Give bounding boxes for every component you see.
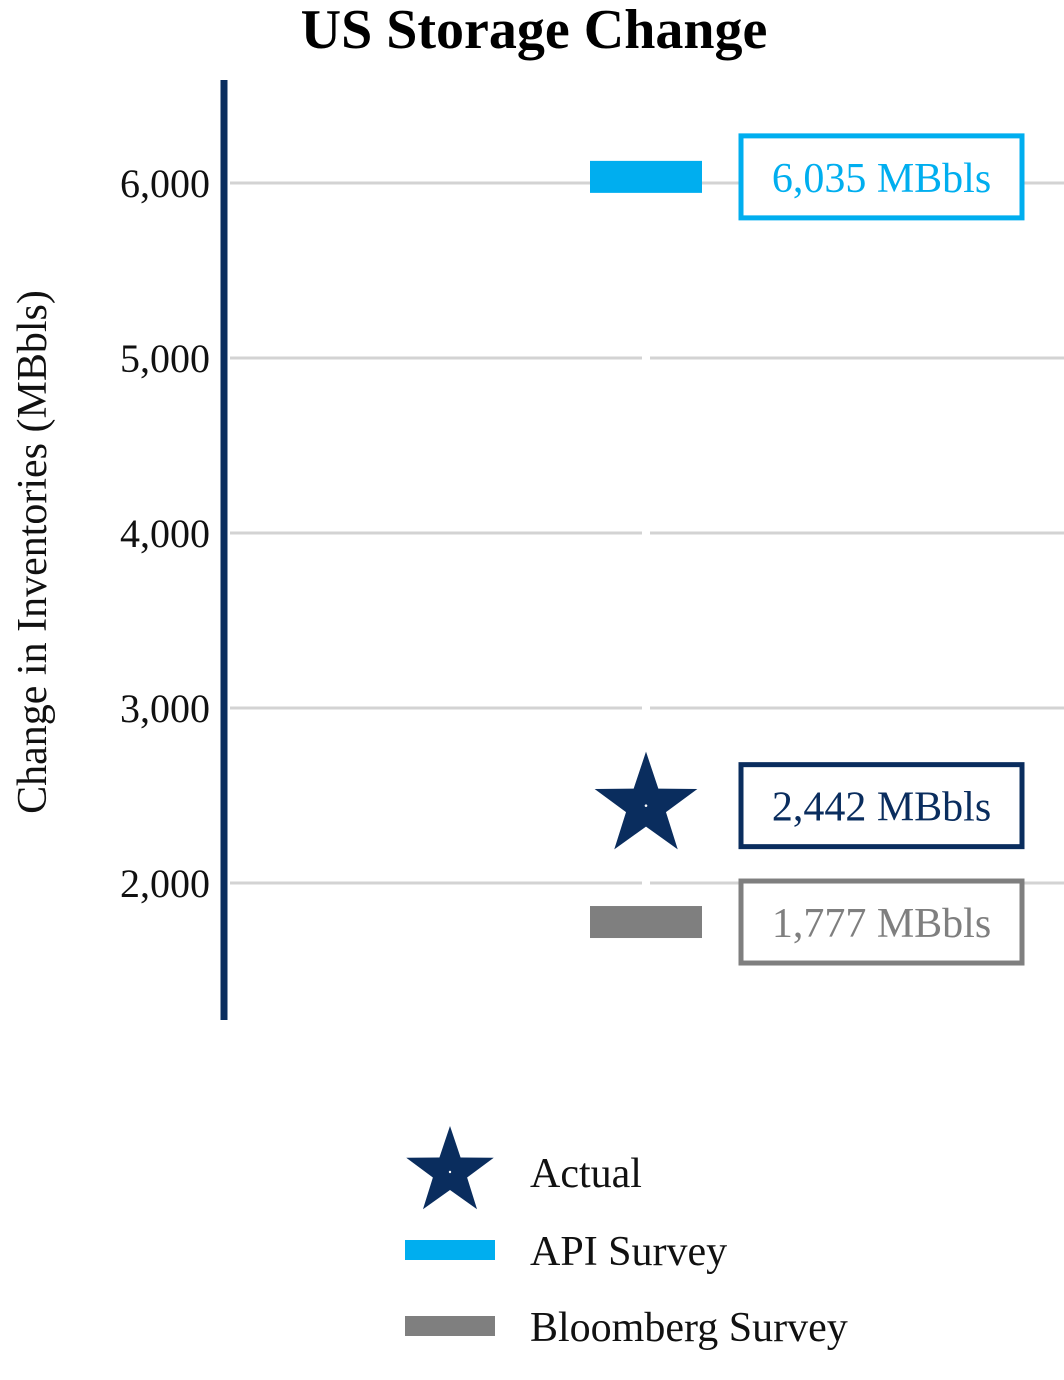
y-axis-label: Change in Inventories (MBbls) [10, 290, 56, 814]
y-tick-labels: 2,000 3,000 4,000 5,000 6,000 [120, 161, 210, 906]
value-callout-label: 2,442 MBbls [772, 785, 991, 831]
y-tick-label: 5,000 [120, 336, 210, 381]
chart-title: US Storage Change [301, 0, 768, 61]
y-tick-label: 2,000 [120, 861, 210, 906]
y-tick-label: 6,000 [120, 161, 210, 206]
survey-bar-mark [590, 906, 702, 939]
value-callout-box [738, 133, 1025, 221]
legend-star-icon [406, 1126, 494, 1210]
value-callouts: 2,442 MBbls 6,035 MBbls 1,777 MBbls [738, 133, 1025, 966]
data-marks [590, 160, 702, 939]
y-tick-label: 3,000 [120, 686, 210, 731]
legend-bar-icon [405, 1316, 495, 1336]
value-callout-label: 6,035 MBbls [772, 156, 991, 202]
y-tick-label: 4,000 [120, 511, 210, 556]
actual-star-center [644, 804, 648, 807]
value-callout-label: 1,777 MBbls [772, 901, 991, 947]
survey-bar-mark [590, 160, 702, 193]
legend-bar-icon [405, 1240, 495, 1260]
value-callout-box [738, 878, 1025, 966]
value-callout-box [738, 762, 1025, 850]
legend-label: Bloomberg Survey [530, 1305, 848, 1351]
legend-label: API Survey [530, 1229, 727, 1275]
legend-label: Actual [530, 1151, 642, 1197]
legend-star-center [448, 1170, 452, 1174]
legend: Actual API Survey Bloomberg Survey [405, 1126, 848, 1351]
actual-star-mark [594, 751, 698, 850]
